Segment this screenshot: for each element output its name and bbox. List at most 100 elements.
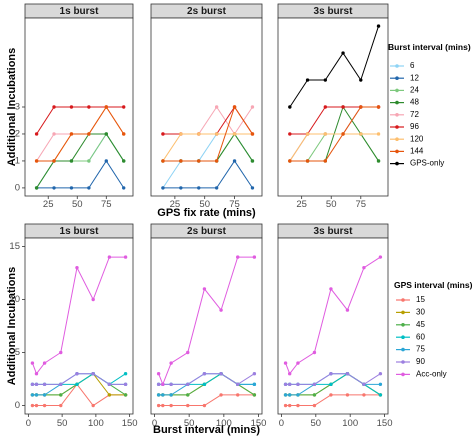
data-point — [378, 255, 383, 259]
data-point — [122, 159, 126, 163]
data-point — [75, 372, 79, 376]
data-point — [362, 382, 366, 387]
data-point — [52, 105, 56, 109]
data-point — [202, 382, 207, 387]
data-point — [52, 159, 56, 163]
data-point — [91, 403, 95, 408]
facet-strip-label: 1s burst — [60, 6, 100, 17]
data-point — [161, 393, 165, 397]
series-96 — [34, 105, 126, 136]
data-point — [323, 105, 328, 109]
series-144 — [288, 105, 381, 163]
data-point — [156, 382, 161, 387]
data-point — [156, 372, 161, 376]
legend-label: 72 — [410, 110, 419, 119]
data-point — [252, 393, 257, 397]
data-point — [42, 403, 47, 408]
legend-item: 12 — [390, 73, 419, 82]
data-point — [169, 382, 173, 387]
data-point — [329, 393, 333, 397]
series-Acc-only — [283, 255, 383, 376]
data-point — [69, 159, 74, 163]
data-point — [91, 297, 95, 302]
x-tick-label: 0 — [26, 418, 31, 429]
data-point — [214, 105, 219, 109]
legend-item: 48 — [390, 98, 419, 107]
legend-key-point — [401, 323, 405, 327]
facet-panel-2: 2s burst 25 50 75 — [150, 3, 263, 210]
data-point — [34, 186, 39, 190]
x-tick-label: 25 — [170, 199, 181, 210]
data-point — [250, 132, 255, 136]
series-line — [36, 160, 125, 189]
series-line — [36, 106, 125, 162]
data-point — [287, 382, 292, 387]
legend-label: 96 — [410, 122, 419, 131]
data-point — [250, 186, 255, 190]
data-point — [287, 403, 292, 408]
series-line — [285, 256, 381, 375]
data-point — [214, 132, 219, 136]
legend-item: 120 — [390, 134, 424, 143]
series-15 — [283, 393, 383, 408]
legend-title: GPS interval (mins) — [394, 280, 473, 290]
data-point — [156, 393, 161, 397]
data-point — [345, 308, 350, 312]
data-point — [345, 393, 350, 397]
data-point — [122, 105, 126, 109]
series-line — [162, 133, 253, 162]
data-point — [123, 255, 128, 259]
data-point — [288, 105, 292, 109]
legend-key-point — [401, 310, 405, 315]
legend-item: Acc-only — [396, 370, 447, 379]
data-point — [123, 393, 128, 397]
x-tick-label: 50 — [326, 199, 337, 210]
data-point — [305, 159, 310, 163]
legend-label: 15 — [416, 295, 425, 304]
data-point — [156, 403, 161, 408]
data-point — [283, 393, 288, 397]
data-point — [329, 372, 333, 376]
data-point — [202, 287, 207, 291]
legend-key-point — [395, 113, 399, 117]
facet-strip-label: 2s burst — [187, 226, 227, 237]
facet-panel-1: 1s burst 25 50 75 0 1 2 3 — [15, 3, 134, 210]
data-point — [236, 393, 240, 397]
panel-border — [150, 17, 263, 197]
data-point — [312, 403, 317, 408]
data-point — [341, 105, 345, 109]
data-point — [376, 24, 381, 28]
facet-panel-3: 3s burst 0 50 100 150 — [277, 223, 393, 429]
series-90 — [30, 372, 128, 387]
data-point — [69, 186, 74, 190]
x-axis-label: GPS fix rate (mins) — [157, 207, 256, 219]
data-point — [312, 350, 317, 355]
data-point — [59, 350, 63, 355]
panel-border — [150, 237, 263, 415]
legend-item: 75 — [396, 345, 425, 354]
series-144 — [34, 105, 126, 163]
data-point — [288, 159, 292, 163]
series-line — [289, 133, 379, 162]
x-tick-label: 0 — [152, 418, 157, 429]
y-tick-label: 10 — [9, 294, 20, 305]
legend-item: 15 — [396, 295, 425, 304]
facet-panel-1: 1s burst 0 50 100 150 0 5 10 15 — [9, 223, 138, 429]
data-point — [296, 361, 300, 365]
series-Acc-only — [30, 255, 128, 376]
data-point — [202, 403, 207, 408]
legend-item: 60 — [396, 332, 425, 341]
data-point — [362, 393, 366, 397]
y-tick-label: 1 — [15, 155, 20, 166]
data-point — [312, 382, 317, 387]
data-point — [329, 287, 333, 291]
data-point — [202, 372, 207, 376]
x-tick-label: 150 — [377, 418, 393, 429]
data-point — [376, 132, 381, 136]
series-GPS-only — [288, 24, 381, 109]
series-line — [289, 106, 379, 162]
data-point — [283, 403, 288, 408]
facet-strip-label: 3s burst — [314, 226, 354, 237]
data-point — [287, 372, 292, 376]
data-point — [104, 105, 108, 109]
